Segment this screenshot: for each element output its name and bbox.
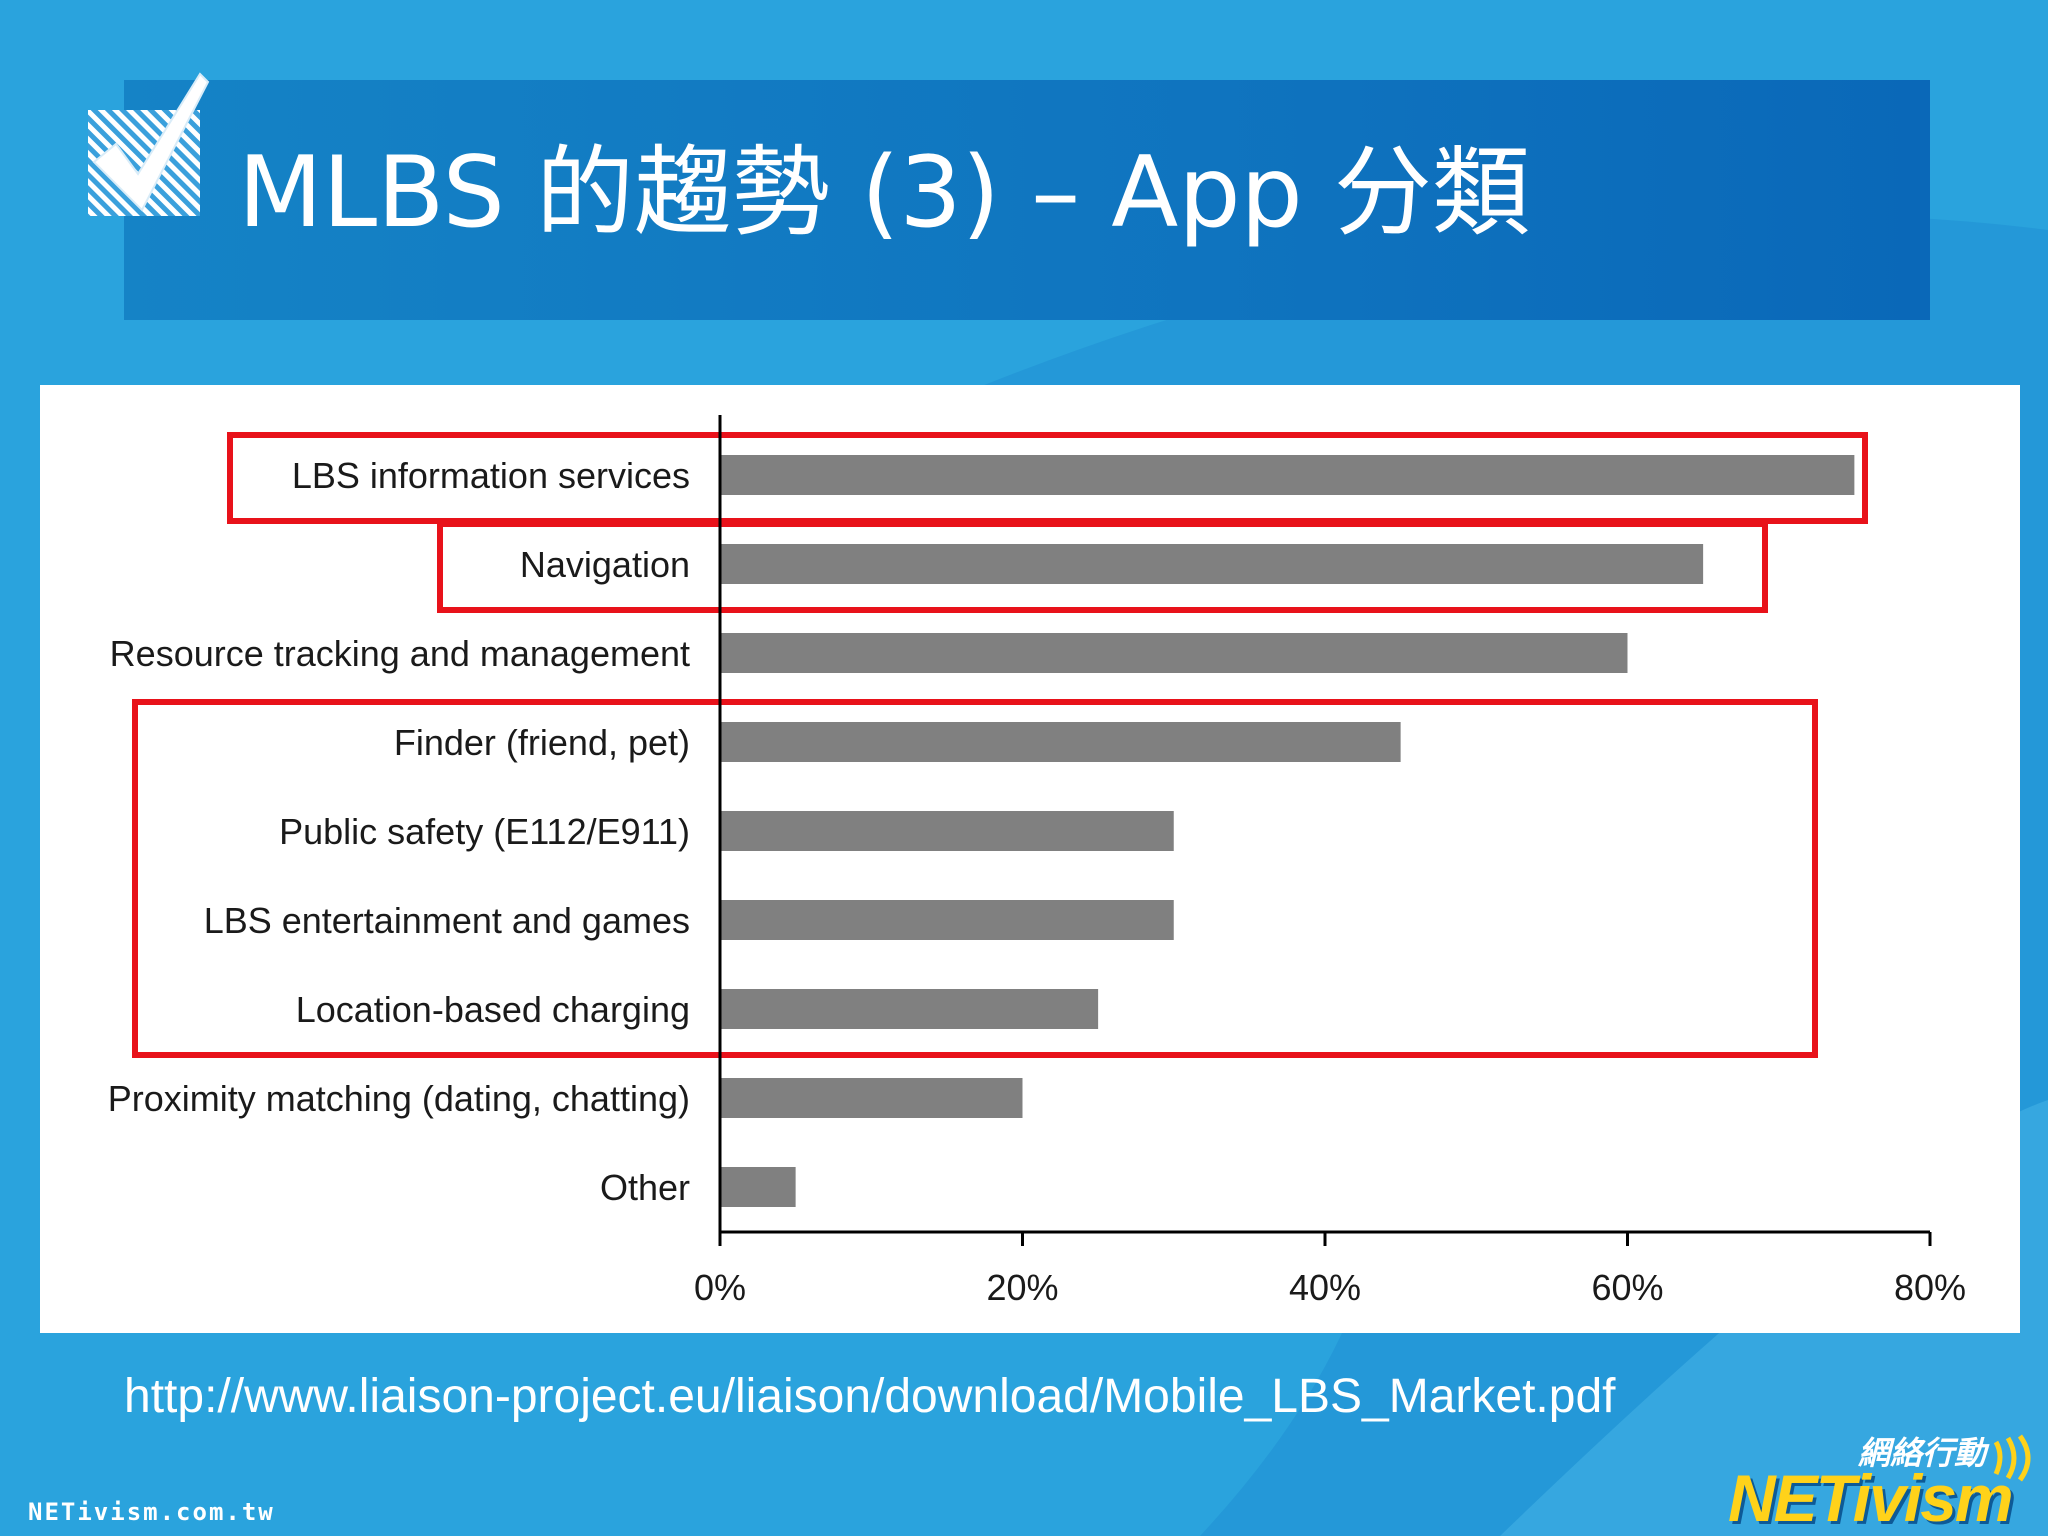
bar-finder-friend-pet	[720, 722, 1401, 762]
logo-cn-text: 網絡行動	[1857, 1434, 1986, 1472]
chart-panel: LBS information services Navigation Resour…	[40, 385, 2020, 1333]
bar-location-based-charging	[720, 989, 1099, 1029]
footer-domain: NETivism.com.tw	[28, 1498, 275, 1526]
bar-lbs-information-services	[720, 455, 1855, 495]
bar-resource-tracking-and-management	[720, 633, 1628, 673]
bar-public-safety-e112-e911	[720, 811, 1174, 851]
x-tick-label: 20%	[986, 1267, 1058, 1308]
netivism-logo: 網絡行動 NETivism	[1728, 1426, 2038, 1535]
title-band	[124, 80, 1930, 320]
x-axis: 0% 20% 40% 60% 80%	[694, 415, 1966, 1308]
x-tick-label: 40%	[1289, 1267, 1361, 1308]
category-label-lbs-information-services: LBS information services	[292, 455, 690, 496]
category-label-other: Other	[600, 1167, 690, 1208]
highlight-box-3	[132, 699, 1818, 1058]
category-label-finder-friend-pet: Finder (friend, pet)	[394, 722, 690, 763]
bar-other	[720, 1167, 796, 1207]
category-label-proximity-matching-dating-chatting: Proximity matching (dating, chatting)	[108, 1078, 690, 1119]
bar-group	[720, 455, 1855, 1207]
page-title: MLBS 的趨勢 (3) – App 分類	[238, 136, 1530, 250]
category-label-lbs-entertainment-and-games: LBS entertainment and games	[204, 900, 690, 941]
bar-navigation	[720, 544, 1704, 584]
category-label-navigation: Navigation	[520, 544, 690, 585]
category-label-resource-tracking-and-management: Resource tracking and management	[110, 633, 690, 674]
source-url[interactable]: http://www.liaison-project.eu/liaison/do…	[124, 1370, 1616, 1423]
category-label-location-based-charging: Location-based charging	[296, 989, 690, 1030]
highlight-box-2	[437, 521, 1768, 613]
x-tick-label: 60%	[1591, 1267, 1663, 1308]
signal-waves-icon	[1993, 1434, 2031, 1482]
bar-proximity-matching-dating-chatting	[720, 1078, 1023, 1118]
bar-chart: LBS information services Navigation Resour…	[108, 415, 1966, 1308]
category-label-public-safety-e112-e911: Public safety (E112/E911)	[279, 811, 690, 852]
checkmark-icon	[88, 72, 210, 216]
logo-main-text: NETivism	[1728, 1461, 2014, 1535]
x-tick-label: 80%	[1894, 1267, 1966, 1308]
category-labels: LBS information services Navigation Resour…	[108, 455, 690, 1208]
highlight-boxes	[132, 432, 1868, 1058]
x-tick-label: 0%	[694, 1267, 746, 1308]
bar-lbs-entertainment-and-games	[720, 900, 1174, 940]
